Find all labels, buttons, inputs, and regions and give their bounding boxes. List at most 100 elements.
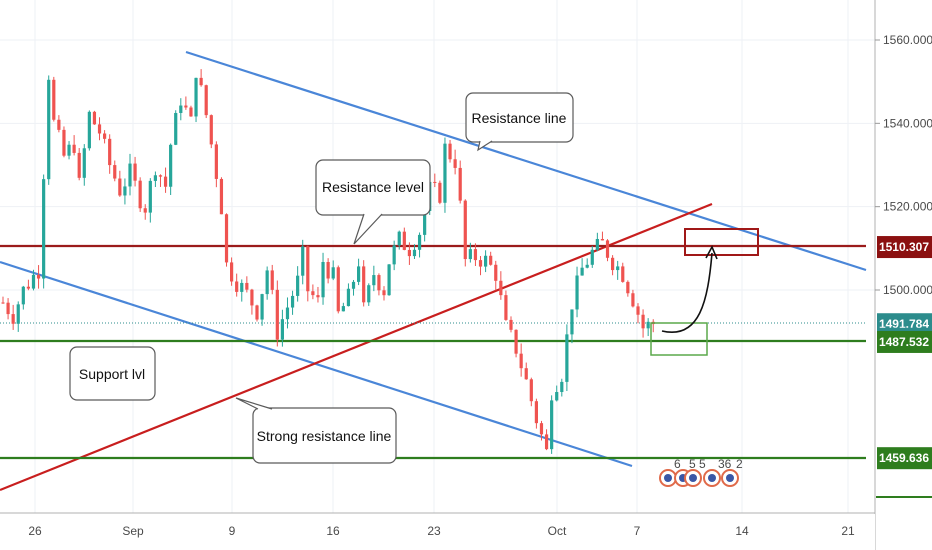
candle [47,75,51,185]
candle [560,378,564,397]
x-tick-label: Oct [548,524,567,538]
x-tick-label: Sep [122,524,144,538]
event-marker: 2 [721,457,743,487]
x-tick-label: 16 [326,524,340,538]
candle [204,84,208,119]
callout-resistance-line-text: Resistance line [472,110,567,126]
candle [321,252,325,305]
candle [463,199,467,267]
event-marker: 5 [684,457,706,487]
x-tick-label: 14 [735,524,749,538]
candle [219,177,224,215]
candle [174,110,178,146]
projection-arrow [661,252,713,334]
candle [133,156,137,187]
candle [199,69,203,87]
candle [407,242,411,265]
candle [306,245,310,302]
candle [143,204,147,220]
candle [346,283,351,307]
price-badge: 1487.532 [877,330,932,353]
candle [138,177,142,212]
candle [21,285,25,310]
candle [616,260,620,280]
event-marker-count: 2 [736,457,743,471]
candle [290,290,295,315]
candle [646,318,650,337]
y-tick-label: 1560.000 [883,33,932,47]
candle [478,256,483,276]
candle [108,134,112,174]
x-tick-label: 9 [229,524,236,538]
candle [31,269,36,291]
candle [87,110,91,151]
callout-support-lvl: Support lvl [69,346,156,401]
candle [326,258,330,284]
x-tick-label: 26 [28,524,42,538]
callouts: Resistance line Resistance level Support… [69,92,574,464]
candle [524,362,528,380]
candle [158,174,163,187]
callout-resistance-line: Resistance line [465,92,574,152]
callout-strong-resistance-text: Strong resistance line [257,428,392,444]
candle [42,174,46,289]
candle [230,257,234,286]
candle [163,167,168,193]
candle [148,178,152,223]
candle [67,141,71,160]
candle [544,429,549,451]
candle [16,301,20,332]
candle [123,178,127,205]
candle [626,280,630,297]
y-axis-ticks: 1560.000 1540.000 1520.000 1500.000 [875,33,932,297]
candle [235,273,239,297]
candle [402,227,406,251]
candle [458,160,462,204]
candle [605,239,610,262]
event-marker: 6 [659,457,681,487]
candle [250,288,254,315]
candle [575,266,579,318]
candle [224,213,229,267]
candle [468,242,472,263]
candle [77,148,81,181]
grid [0,0,875,513]
x-axis-ticks: 26 Sep 9 16 23 Oct 7 14 21 [28,524,855,538]
candle [36,265,41,289]
candle [52,76,56,122]
candle [103,130,107,144]
candle [362,260,366,307]
candle [189,105,193,117]
candle [260,293,264,326]
candle [179,98,183,121]
candle [387,264,391,296]
candle [504,290,508,321]
candle [265,266,269,300]
candle [57,115,61,133]
candle [651,319,655,333]
candle [26,279,30,291]
candle [565,324,569,392]
candle [372,265,376,292]
candle [285,297,290,329]
price-badge: 1459.636 [877,447,932,470]
candle [585,258,589,269]
candle [595,232,599,252]
candle [590,245,594,268]
candle [473,243,478,266]
price-badge-label: 1487.532 [879,335,929,349]
projection-arrow-head [705,245,718,260]
candle [128,153,132,196]
y-tick-label: 1520.000 [883,200,932,214]
target-boxes [650,228,759,356]
candle [443,137,447,213]
price-badge: 1510.307 [877,236,932,259]
candle [113,160,117,182]
event-marker-count: 6 [674,457,681,471]
candle [153,171,157,187]
callout-resistance-level-text: Resistance level [322,179,424,195]
candle [519,343,523,377]
candle [534,398,538,429]
